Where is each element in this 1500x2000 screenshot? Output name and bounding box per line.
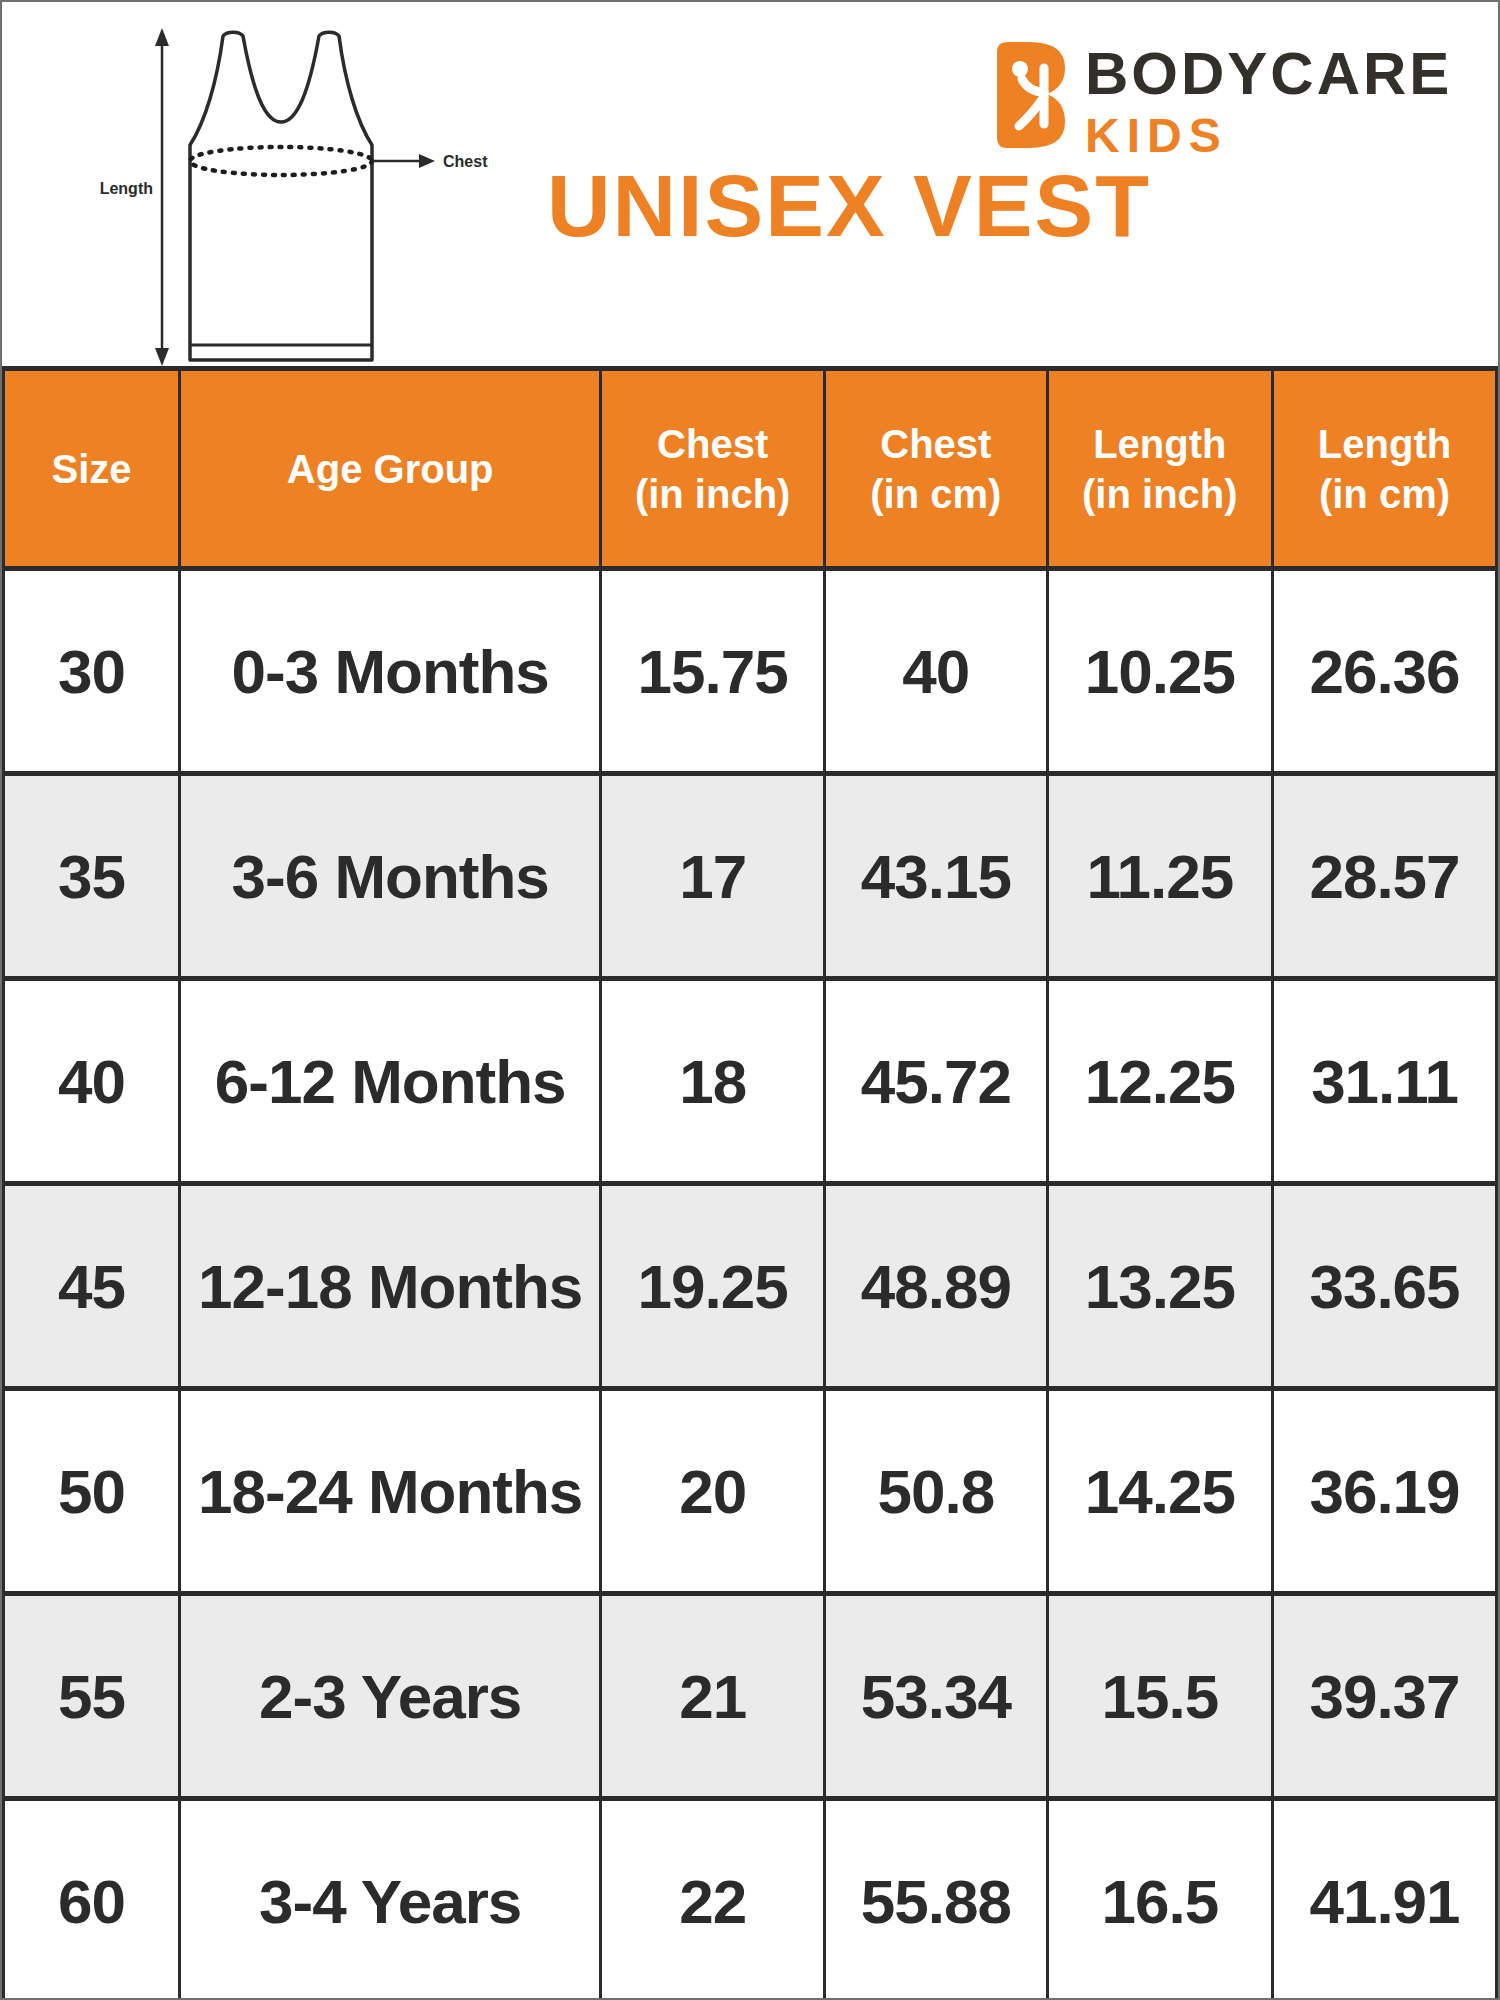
brand-wordmark: BODYCARE KIDS: [1085, 40, 1452, 160]
header-line: (in inch): [1049, 469, 1271, 519]
table-cell: 0-3 Months: [180, 569, 601, 774]
chest-arrow: [372, 154, 435, 168]
table-cell: 30: [4, 569, 180, 774]
table-cell: 48.89: [825, 1184, 1047, 1389]
table-cell: 11.25: [1047, 774, 1272, 979]
table-cell: 50: [4, 1389, 180, 1594]
chest-ellipse: [190, 147, 372, 175]
brand-name-secondary: KIDS: [1085, 112, 1452, 160]
table-cell: 22: [601, 1799, 825, 2000]
table-cell: 39.37: [1273, 1594, 1497, 1799]
table-cell: 21: [601, 1594, 825, 1799]
table-row: 50 18-24 Months 20 50.8 14.25 36.19: [4, 1389, 1497, 1594]
column-header-length-inch: Length (in inch): [1047, 369, 1272, 569]
bodycare-logo-icon: [987, 40, 1067, 150]
size-chart-table: Size Age Group Chest (in inch) Chest (in…: [2, 366, 1498, 2000]
table-cell: 40: [4, 979, 180, 1184]
table-cell: 60: [4, 1799, 180, 2000]
column-header-size: Size: [4, 369, 180, 569]
table-cell: 15.75: [601, 569, 825, 774]
table-cell: 10.25: [1047, 569, 1272, 774]
length-label: Length: [100, 180, 153, 197]
table-cell: 40: [825, 569, 1047, 774]
table-cell: 33.65: [1273, 1184, 1497, 1389]
page-title: UNISEX VEST: [547, 162, 1103, 250]
table-cell: 13.25: [1047, 1184, 1272, 1389]
table-row: 45 12-18 Months 19.25 48.89 13.25 33.65: [4, 1184, 1497, 1389]
size-chart-page: Length Chest: [0, 0, 1500, 2000]
table-cell: 14.25: [1047, 1389, 1272, 1594]
table-cell: 2-3 Years: [180, 1594, 601, 1799]
table-row: 30 0-3 Months 15.75 40 10.25 26.36: [4, 569, 1497, 774]
header-line: Length: [1049, 419, 1271, 469]
table-row: 35 3-6 Months 17 43.15 11.25 28.57: [4, 774, 1497, 979]
column-header-age-group: Age Group: [180, 369, 601, 569]
table-cell: 28.57: [1273, 774, 1497, 979]
header-row: Size Age Group Chest (in inch) Chest (in…: [4, 369, 1497, 569]
table-cell: 20: [601, 1389, 825, 1594]
table-cell: 18-24 Months: [180, 1389, 601, 1594]
table-cell: 6-12 Months: [180, 979, 601, 1184]
brand-name-primary: BODYCARE: [1085, 44, 1452, 104]
table-cell: 18: [601, 979, 825, 1184]
header-section: Length Chest: [2, 2, 1498, 366]
column-header-length-cm: Length (in cm): [1273, 369, 1497, 569]
header-line: Age Group: [181, 444, 599, 494]
table-cell: 55: [4, 1594, 180, 1799]
header-line: (in inch): [602, 469, 823, 519]
header-line: Chest: [602, 419, 823, 469]
table-cell: 12-18 Months: [180, 1184, 601, 1389]
header-line: (in cm): [1274, 469, 1495, 519]
vest-diagram: Length Chest: [57, 10, 587, 370]
table-cell: 35: [4, 774, 180, 979]
table-row: 40 6-12 Months 18 45.72 12.25 31.11: [4, 979, 1497, 1184]
table-cell: 3-6 Months: [180, 774, 601, 979]
brand-logo: BODYCARE KIDS: [987, 40, 1452, 160]
chest-label: Chest: [443, 153, 488, 170]
table-cell: 16.5: [1047, 1799, 1272, 2000]
column-header-chest-inch: Chest (in inch): [601, 369, 825, 569]
table-cell: 12.25: [1047, 979, 1272, 1184]
table-cell: 55.88: [825, 1799, 1047, 2000]
table-cell: 26.36: [1273, 569, 1497, 774]
table-cell: 19.25: [601, 1184, 825, 1389]
table-cell: 45.72: [825, 979, 1047, 1184]
table-cell: 36.19: [1273, 1389, 1497, 1594]
column-header-chest-cm: Chest (in cm): [825, 369, 1047, 569]
table-cell: 3-4 Years: [180, 1799, 601, 2000]
length-arrow: [155, 28, 169, 366]
table-cell: 31.11: [1273, 979, 1497, 1184]
table-cell: 45: [4, 1184, 180, 1389]
table-cell: 17: [601, 774, 825, 979]
table-cell: 50.8: [825, 1389, 1047, 1594]
table-row: 60 3-4 Years 22 55.88 16.5 41.91: [4, 1799, 1497, 2000]
header-line: Size: [5, 444, 178, 494]
table-cell: 41.91: [1273, 1799, 1497, 2000]
table-row: 55 2-3 Years 21 53.34 15.5 39.37: [4, 1594, 1497, 1799]
table-cell: 15.5: [1047, 1594, 1272, 1799]
header-line: Chest: [826, 419, 1045, 469]
table-cell: 53.34: [825, 1594, 1047, 1799]
header-line: (in cm): [826, 469, 1045, 519]
vest-outline: [190, 32, 372, 360]
header-line: Length: [1274, 419, 1495, 469]
table-cell: 43.15: [825, 774, 1047, 979]
